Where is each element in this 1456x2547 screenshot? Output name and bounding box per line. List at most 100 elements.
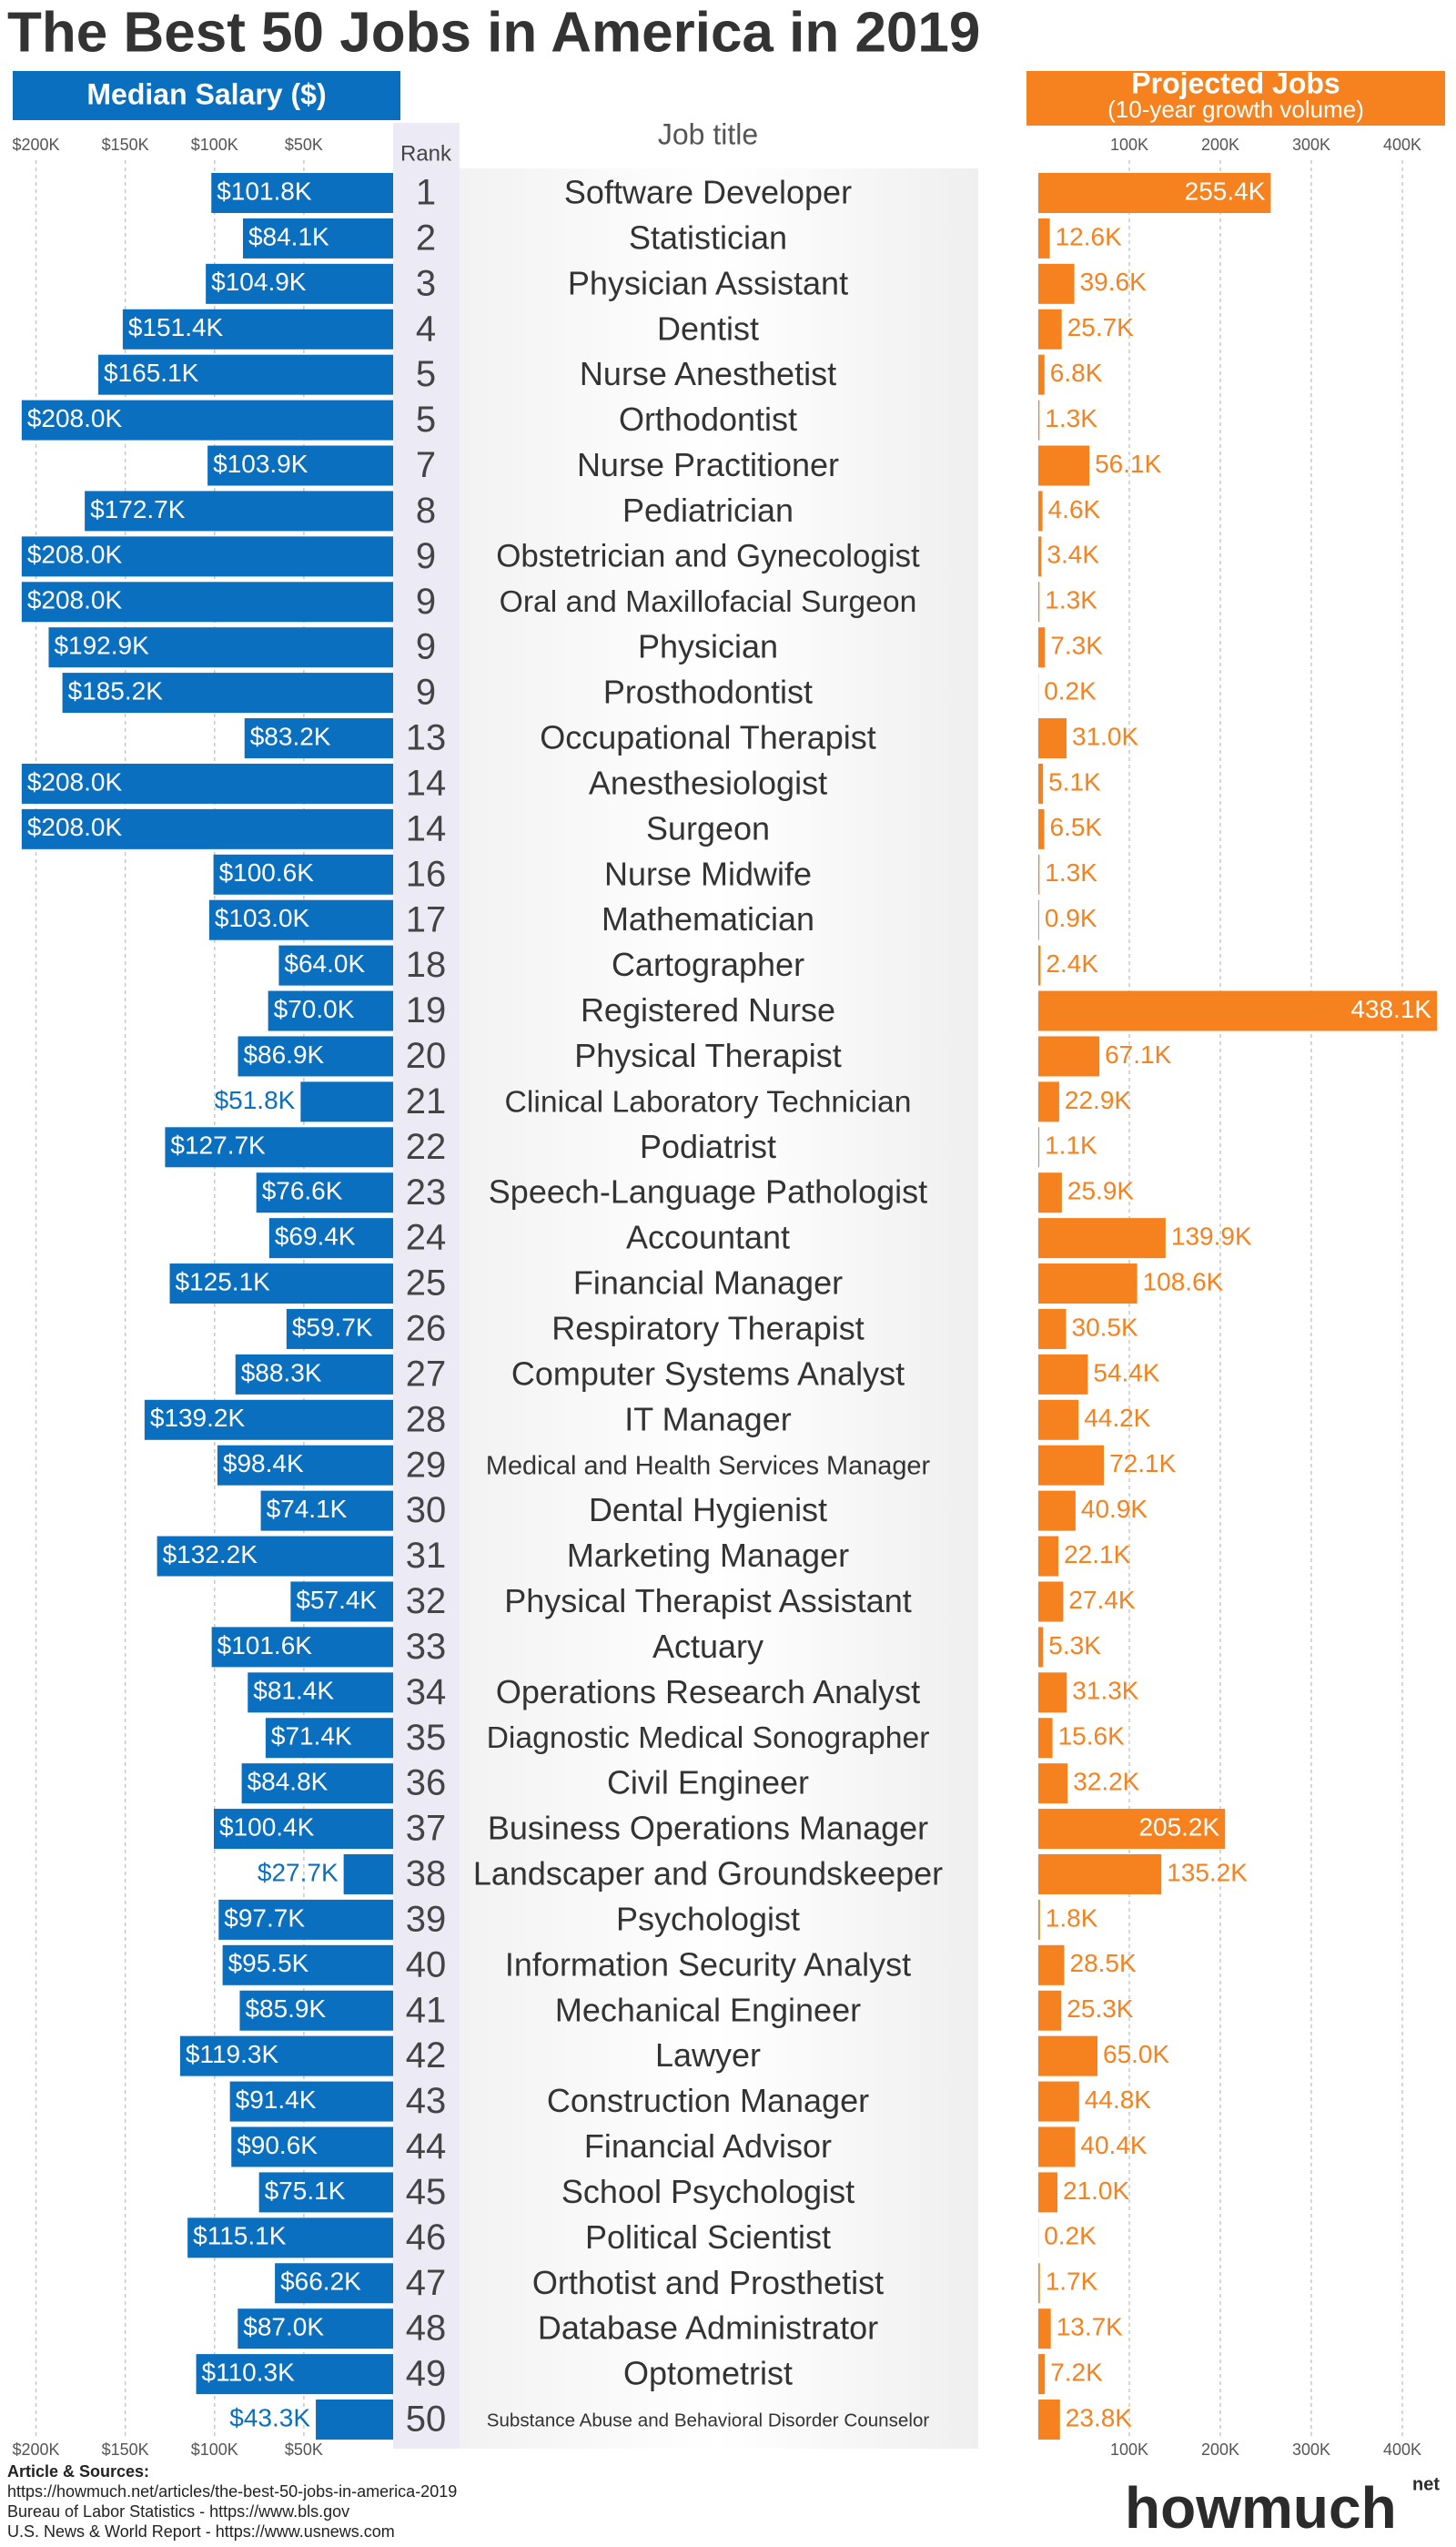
rank: 1	[416, 173, 436, 213]
value-label: $151.4K	[128, 313, 224, 341]
category-label: Marketing Manager	[567, 1537, 849, 1574]
bar	[1038, 1672, 1067, 1712]
value-label: $59.7K	[292, 1313, 373, 1341]
bar	[1038, 1400, 1078, 1440]
x-tick-label: $100K	[191, 2440, 238, 2459]
value-label: 65.0K	[1103, 2040, 1169, 2068]
category-label: Respiratory Therapist	[551, 1309, 864, 1346]
category-label: Optometrist	[623, 2355, 793, 2392]
value-label: 25.7K	[1067, 313, 1134, 341]
value-label: 40.4K	[1080, 2131, 1147, 2159]
bar	[1038, 1446, 1104, 1486]
bar	[1038, 1627, 1043, 1667]
rank: 18	[406, 945, 447, 985]
rank: 22	[406, 1127, 447, 1167]
category-label: Political Scientist	[585, 2218, 831, 2256]
value-label: $75.1K	[265, 2177, 346, 2205]
value-label: $83.2K	[250, 722, 331, 750]
value-label: 67.1K	[1105, 1040, 1171, 1069]
bar	[1038, 218, 1050, 259]
value-label: $101.6K	[217, 1631, 313, 1659]
rank: 38	[406, 1854, 447, 1894]
value-label: 1.1K	[1045, 1131, 1097, 1160]
rank: 27	[406, 1354, 447, 1394]
value-label: 44.2K	[1084, 1404, 1150, 1432]
category-label: Database Administrator	[538, 2309, 878, 2347]
value-label: $85.9K	[245, 1994, 326, 2023]
x-tick-label: $150K	[102, 2440, 149, 2459]
bar	[1038, 446, 1089, 486]
bar	[1038, 309, 1062, 350]
value-label: $88.3K	[241, 1358, 322, 1386]
rank: 16	[406, 854, 447, 894]
category-label: Nurse Practitioner	[577, 446, 839, 483]
value-label: $98.4K	[223, 1449, 304, 1477]
category-label: Orthotist and Prosthetist	[532, 2264, 884, 2301]
rank: 37	[406, 1809, 447, 1849]
rank: 43	[406, 2081, 447, 2121]
value-label: $208.0K	[27, 586, 123, 614]
value-label: $185.2K	[68, 676, 164, 705]
rank: 34	[406, 1672, 447, 1712]
value-label: $71.4K	[271, 1722, 352, 1750]
value-label: 40.9K	[1081, 1495, 1148, 1523]
bar	[1038, 764, 1043, 804]
bar	[1038, 718, 1067, 758]
rank: 7	[416, 445, 436, 485]
logo: howmuch	[1125, 2475, 1397, 2541]
value-label: 0.2K	[1044, 676, 1097, 705]
value-label: 0.2K	[1044, 2222, 1097, 2250]
value-label: 5.1K	[1048, 767, 1101, 796]
bar	[1038, 1718, 1053, 1758]
category-label: Financial Manager	[573, 1264, 843, 1302]
category-label: Landscaper and Groundskeeper	[473, 1854, 943, 1892]
value-label: 31.3K	[1072, 1677, 1138, 1705]
rank: 5	[416, 400, 436, 440]
value-label: $86.9K	[243, 1040, 324, 1069]
rank: 32	[406, 1581, 447, 1621]
value-label: $90.6K	[237, 2131, 318, 2159]
x-tick-label: $150K	[102, 136, 149, 154]
rank: 29	[406, 1445, 447, 1485]
rank: 4	[416, 309, 436, 349]
category-label: School Psychologist	[561, 2173, 854, 2210]
rank: 9	[416, 627, 436, 667]
value-label: $110.3K	[202, 2358, 296, 2386]
rank-header: Rank	[400, 141, 452, 166]
bar	[1038, 1763, 1067, 1803]
category-label: Anesthesiologist	[589, 764, 827, 801]
value-label: 1.3K	[1045, 858, 1097, 887]
bar	[1038, 2126, 1075, 2166]
bar	[1038, 946, 1040, 986]
value-label: $208.0K	[27, 813, 123, 841]
category-header: Job title	[658, 117, 758, 150]
bar	[1038, 582, 1039, 622]
rank: 17	[406, 899, 447, 939]
rank: 35	[406, 1718, 447, 1758]
left-title: Median Salary ($)	[86, 77, 326, 110]
category-label: Operations Research Analyst	[496, 1673, 920, 1710]
value-label: 255.4K	[1185, 177, 1266, 205]
rank: 9	[416, 673, 436, 713]
category-label: Mathematician	[602, 900, 814, 938]
value-label: 3.4K	[1046, 541, 1099, 569]
value-label: 2.4K	[1046, 949, 1098, 978]
x-tick-label: $50K	[285, 2440, 323, 2459]
category-label: Physician	[638, 628, 778, 665]
source-line: U.S. News & World Report - https://www.u…	[7, 2522, 395, 2541]
value-label: 56.1K	[1095, 450, 1161, 478]
rank: 48	[406, 2309, 447, 2349]
value-label: $87.0K	[243, 2313, 324, 2341]
value-label: 72.1K	[1109, 1449, 1176, 1477]
category-label: Computer Systems Analyst	[511, 1355, 905, 1392]
value-label: $74.1K	[267, 1495, 348, 1523]
value-label: $84.8K	[248, 1768, 329, 1796]
category-label: Clinical Laboratory Technician	[505, 1084, 912, 1119]
value-label: $97.7K	[224, 1903, 305, 1932]
bar	[1038, 1537, 1058, 1577]
category-label: Accountant	[626, 1219, 790, 1256]
bar	[1038, 1036, 1099, 1076]
value-label: 438.1K	[1350, 995, 1431, 1023]
value-label: $104.9K	[211, 268, 307, 296]
